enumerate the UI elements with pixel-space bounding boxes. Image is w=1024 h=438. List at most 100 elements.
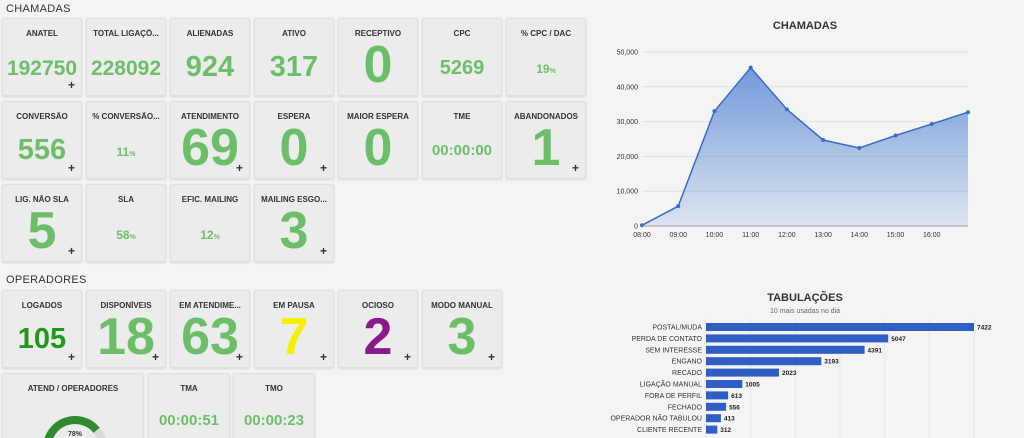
bar (706, 357, 822, 366)
data-point (966, 110, 970, 115)
bar-value-label: 3193 (824, 359, 839, 366)
x-tick-label: 16:00 (923, 232, 941, 239)
tile-logados[interactable]: LOGADOS 105 + (2, 290, 82, 368)
tile-tmo[interactable]: TMO 00:00:23 (233, 373, 315, 438)
tile-dispon-veis[interactable]: DISPONÍVEIS 18 + (86, 290, 166, 368)
tile-ocioso[interactable]: OCIOSO 2 + (338, 290, 418, 368)
tile-sla[interactable]: SLA 58% (86, 184, 166, 262)
expand-plus-icon[interactable]: + (67, 350, 75, 364)
bar-value-label: 556 (729, 404, 740, 411)
bar (706, 323, 974, 331)
bar-value-label: 5047 (891, 336, 906, 343)
tile-em-pausa[interactable]: EM PAUSA 7 + (254, 290, 334, 368)
bar-value-label: 312 (720, 427, 731, 434)
expand-plus-icon[interactable]: + (487, 350, 495, 364)
tile-value: 63 (181, 308, 239, 366)
expand-plus-icon[interactable]: + (235, 350, 243, 364)
tile-label: TMO (265, 384, 283, 393)
tile-abandonados[interactable]: ABANDONADOS 1 + (506, 101, 586, 179)
category-label: ENGANO (672, 359, 703, 366)
tile-ativo[interactable]: ATIVO 317 (254, 18, 334, 96)
tile-maior-espera[interactable]: MAIOR ESPERA 0 (338, 101, 418, 179)
tile-value: 192750 (6, 57, 78, 80)
bar (706, 402, 727, 411)
tile-value: 228092 (90, 57, 162, 80)
tile-value: 5269 (439, 57, 485, 79)
y-tick-label: 50,000 (617, 50, 639, 57)
expand-plus-icon[interactable]: + (319, 161, 327, 175)
tile-value: 00:00:51 (158, 412, 220, 429)
tile-atendimento[interactable]: ATENDIMENTO 69 + (170, 101, 250, 179)
tile-label: ALIENADAS (186, 29, 234, 38)
tile-value: 18 (97, 308, 155, 366)
category-label: FORA DE PERFIL (645, 393, 702, 400)
tile-value: 105 (17, 323, 67, 355)
tile-mailing-esgo[interactable]: MAILING ESGO... 3 + (254, 184, 334, 262)
expand-plus-icon[interactable]: + (67, 244, 75, 258)
expand-plus-icon[interactable]: + (403, 350, 411, 364)
expand-plus-icon[interactable]: + (319, 350, 327, 364)
y-tick-label: 20,000 (617, 154, 639, 161)
tile-efic-mailing[interactable]: EFIC. MAILING 12% (170, 184, 250, 262)
expand-plus-icon[interactable]: + (319, 244, 327, 258)
tile-tme[interactable]: TME 00:00:00 (422, 101, 502, 179)
tile-label: TME (453, 112, 471, 121)
x-tick-label: 13:00 (814, 232, 832, 239)
bar (706, 380, 743, 388)
data-point (712, 109, 717, 114)
tile-alienadas[interactable]: ALIENADAS 924 (170, 18, 250, 96)
section-title-operadores: OPERADORES (6, 274, 87, 286)
tile-convers-o[interactable]: % CONVERSÃO... 11% (86, 101, 166, 179)
tile-value: 69 (181, 119, 239, 177)
tile-label: ATEND / OPERADORES (27, 384, 119, 393)
tile-espera[interactable]: ESPERA 0 + (254, 101, 334, 179)
category-label: FECHADO (668, 404, 703, 411)
tile-atend-operadores[interactable]: ATEND / OPERADORES 78% (2, 373, 144, 438)
tile-receptivo[interactable]: RECEPTIVO 0 (338, 18, 418, 96)
tabulacoes-chart-subtitle: 10 mais usadas no dia (769, 308, 841, 315)
gauge-value: 78% (68, 431, 83, 438)
bar-value-label: 613 (731, 393, 742, 400)
tabulacoes-chart-title: TABULAÇÕES (767, 292, 843, 304)
y-tick-label: 10,000 (617, 189, 639, 196)
tile-em-atendime[interactable]: EM ATENDIME... 63 + (170, 290, 250, 368)
tile-value: 00:00:00 (431, 142, 493, 159)
x-tick-label: 14:00 (851, 232, 869, 239)
data-point (893, 133, 898, 138)
x-tick-label: 09:00 (669, 232, 687, 239)
gauge-chart: 78% (44, 416, 106, 438)
tile-lig-n-o-sla[interactable]: LIG. NÃO SLA 5 + (2, 184, 82, 262)
bar (706, 345, 865, 354)
bar (706, 425, 718, 434)
tile-anatel[interactable]: ANATEL 192750 + (2, 18, 82, 96)
expand-plus-icon[interactable]: + (235, 161, 243, 175)
tile-label: SLA (118, 195, 134, 204)
tile-cpc-dac[interactable]: % CPC / DAC 19% (506, 18, 586, 96)
expand-plus-icon[interactable]: + (67, 78, 75, 92)
data-point (857, 146, 862, 151)
tile-value: 3 (279, 202, 309, 260)
tile-value: 7 (279, 308, 309, 366)
tabulacoes-bar-chart: POSTAL/MUDA 7422 PERDA DE CONTATO 5047 SEM I… (610, 318, 992, 438)
tile-value: 00:00:23 (243, 412, 305, 429)
y-tick-label: 30,000 (617, 119, 639, 126)
data-point (748, 65, 753, 70)
tile-value-unit: % (129, 234, 136, 241)
x-tick-label: 15:00 (887, 232, 905, 239)
expand-plus-icon[interactable]: + (67, 161, 75, 175)
tile-cpc[interactable]: CPC 5269 (422, 18, 502, 96)
expand-plus-icon[interactable]: + (571, 161, 579, 175)
bar (706, 391, 729, 400)
expand-plus-icon[interactable]: + (151, 350, 159, 364)
tile-modo-manual[interactable]: MODO MANUAL 3 + (422, 290, 502, 368)
data-point (821, 138, 826, 143)
tile-convers-o[interactable]: CONVERSÃO 556 + (2, 101, 82, 179)
tile-value: 1 (531, 119, 561, 177)
tile-value: 0 (363, 119, 393, 177)
series-line (641, 66, 969, 226)
bar (706, 334, 889, 343)
tile-value: 3 (447, 308, 477, 366)
tile-tma[interactable]: TMA 00:00:51 (148, 373, 230, 438)
tile-label: TOTAL LIGAÇÕ... (93, 29, 159, 38)
tile-total-liga[interactable]: TOTAL LIGAÇÕ... 228092 (86, 18, 166, 96)
